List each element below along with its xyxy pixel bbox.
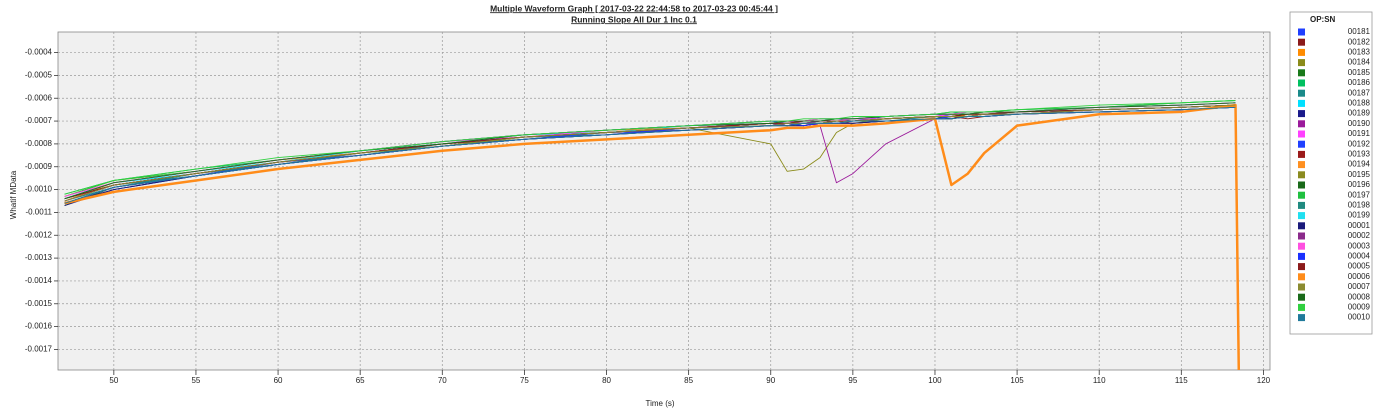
legend-swatch: [1298, 140, 1305, 148]
legend-swatch: [1298, 150, 1305, 158]
legend-label: 00009: [1348, 303, 1371, 312]
plot-area: [57, 31, 1271, 371]
legend-swatch: [1298, 69, 1305, 77]
legend-swatch: [1298, 161, 1305, 169]
legend-swatch: [1298, 99, 1305, 107]
legend-swatch: [1298, 191, 1305, 199]
legend-title: OP:SN: [1310, 15, 1336, 24]
legend-swatch: [1298, 273, 1305, 281]
legend-swatch: [1298, 48, 1305, 56]
legend-swatch: [1298, 252, 1305, 260]
x-tick-label: 120: [1257, 376, 1271, 385]
legend-swatch: [1298, 212, 1305, 220]
legend-swatch: [1298, 79, 1305, 87]
legend-label: 00199: [1348, 211, 1371, 220]
x-tick-label: 65: [356, 376, 365, 385]
legend-label: 00188: [1348, 99, 1371, 108]
legend-label: 00185: [1348, 68, 1371, 77]
x-axis-label: Time (s): [645, 399, 674, 408]
legend-label: 00002: [1348, 231, 1371, 240]
y-tick-label: -0.0014: [25, 276, 53, 285]
legend-label: 00003: [1348, 241, 1371, 250]
legend-swatch: [1298, 130, 1305, 138]
legend-label: 00183: [1348, 48, 1371, 57]
legend-swatch: [1298, 303, 1305, 311]
y-tick-label: -0.0009: [25, 162, 53, 171]
y-tick-label: -0.0016: [25, 322, 53, 331]
x-tick-label: 60: [274, 376, 283, 385]
legend-swatch: [1298, 222, 1305, 230]
x-tick-label: 50: [109, 376, 118, 385]
legend-label: 00192: [1348, 139, 1371, 148]
legend-swatch: [1298, 293, 1305, 301]
legend-label: 00193: [1348, 150, 1371, 159]
x-tick-label: 90: [766, 376, 775, 385]
y-tick-label: -0.0007: [25, 116, 53, 125]
x-tick-label: 115: [1175, 376, 1188, 385]
x-tick-label: 100: [928, 376, 942, 385]
y-tick-label: -0.0006: [25, 93, 53, 102]
legend-swatch: [1298, 120, 1305, 128]
legend-label: 00196: [1348, 180, 1371, 189]
chart-title: Multiple Waveform Graph [ 2017-03-22 22:…: [490, 3, 778, 13]
y-tick-label: -0.0013: [25, 253, 53, 262]
legend-label: 00005: [1348, 262, 1371, 271]
x-tick-label: 105: [1010, 376, 1024, 385]
x-tick-label: 95: [848, 376, 857, 385]
legend-swatch: [1298, 59, 1305, 67]
legend-label: 00181: [1348, 27, 1371, 36]
legend-swatch: [1298, 232, 1305, 240]
legend-label: 00001: [1348, 221, 1371, 230]
legend-swatch: [1298, 110, 1305, 118]
y-tick-label: -0.0012: [25, 230, 53, 239]
legend-label: 00184: [1348, 58, 1371, 67]
x-tick-label: 85: [684, 376, 693, 385]
legend-swatch: [1298, 181, 1305, 189]
legend-label: 00010: [1348, 313, 1371, 322]
chart-subtitle: Running Slope All Dur 1 Inc 0.1: [571, 14, 697, 24]
x-tick-label: 75: [520, 376, 529, 385]
y-tick-label: -0.0005: [25, 71, 53, 80]
legend-label: 00182: [1348, 37, 1371, 46]
legend-swatch: [1298, 242, 1305, 250]
legend-label: 00194: [1348, 160, 1371, 169]
legend-swatch: [1298, 28, 1305, 36]
legend-swatch: [1298, 283, 1305, 291]
legend-label: 00189: [1348, 109, 1371, 118]
series-line: [64, 103, 1241, 370]
legend-label: 00198: [1348, 201, 1371, 210]
x-tick-label: 80: [602, 376, 611, 385]
legend-label: 00186: [1348, 78, 1371, 87]
x-tick-label: 55: [191, 376, 200, 385]
series-line: [64, 106, 1236, 204]
legend-swatch: [1298, 263, 1305, 271]
y-tick-label: -0.0017: [25, 345, 53, 354]
y-tick-label: -0.0010: [25, 185, 53, 194]
legend-swatch: [1298, 89, 1305, 97]
series-group: [64, 100, 1241, 370]
legend-label: 00006: [1348, 272, 1371, 281]
y-tick-label: -0.0004: [25, 48, 53, 57]
y-tick-label: -0.0008: [25, 139, 53, 148]
series-line: [64, 100, 1236, 195]
legend-swatch: [1298, 171, 1305, 179]
legend-label: 00195: [1348, 170, 1371, 179]
legend-label: 00007: [1348, 282, 1371, 291]
y-tick-label: -0.0011: [25, 208, 52, 217]
legend-label: 00190: [1348, 119, 1371, 128]
legend-label: 00197: [1348, 190, 1371, 199]
x-tick-label: 110: [1093, 376, 1106, 385]
legend-label: 00004: [1348, 252, 1371, 261]
legend-label: 00187: [1348, 88, 1371, 97]
y-axis-label: Whatif MData: [9, 170, 18, 219]
legend-label: 00191: [1348, 129, 1371, 138]
x-tick-label: 70: [438, 376, 447, 385]
legend-swatch: [1298, 201, 1305, 209]
y-tick-label: -0.0015: [25, 299, 53, 308]
legend-swatch: [1298, 38, 1305, 46]
legend-label: 00008: [1348, 292, 1371, 301]
legend-swatch: [1298, 314, 1305, 322]
